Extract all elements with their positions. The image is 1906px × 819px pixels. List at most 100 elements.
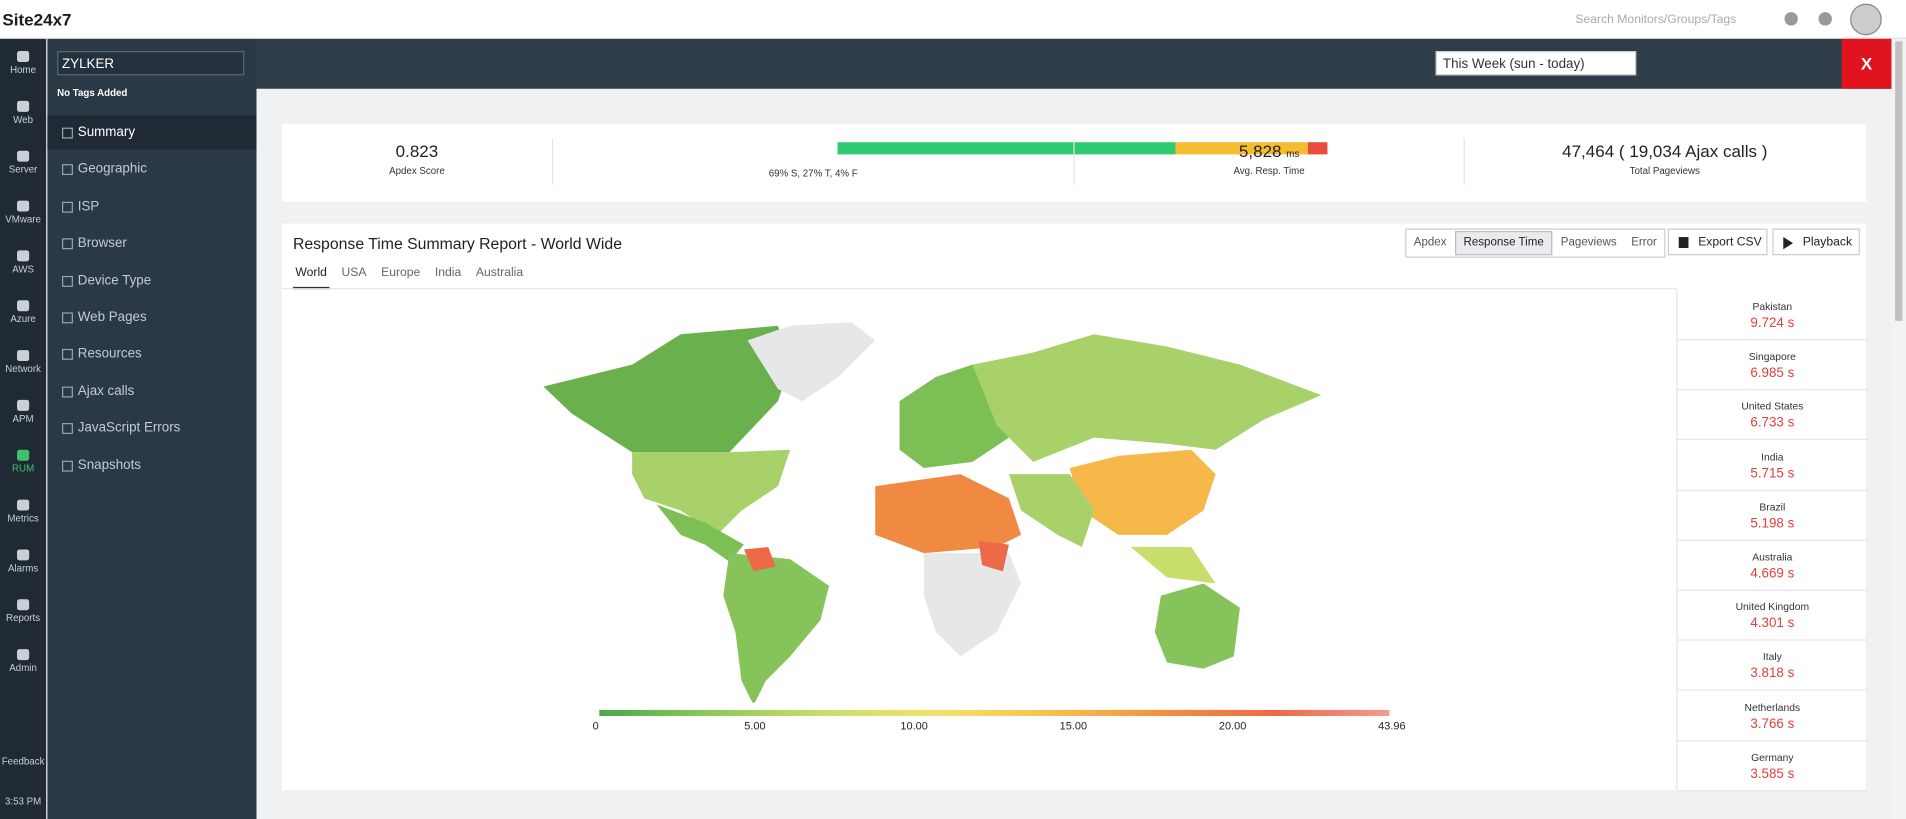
metric-tab[interactable]: Error — [1631, 235, 1657, 250]
region-tab[interactable]: India — [434, 266, 462, 280]
scroll-thumb[interactable] — [1895, 41, 1903, 321]
region-south-asia[interactable] — [1008, 474, 1095, 548]
country-name: Pakistan — [1752, 300, 1793, 313]
region-tab[interactable]: World — [292, 266, 330, 290]
region-greenland[interactable] — [747, 322, 876, 402]
region-south-africa[interactable] — [923, 553, 1022, 657]
sidebar-item[interactable]: Summary — [47, 115, 257, 150]
metric-tab[interactable]: Pageviews — [1560, 235, 1617, 250]
country-name: United States — [1741, 400, 1804, 413]
export-label: Export CSV — [1698, 235, 1762, 250]
nav-icon — [17, 399, 30, 411]
country-value: 3.818 s — [1750, 666, 1795, 682]
metric-tab[interactable]: Apdex — [1413, 235, 1447, 250]
avatar[interactable] — [1850, 3, 1882, 36]
nav-item[interactable]: Home — [0, 51, 46, 75]
metric-tab[interactable]: Response Time — [1454, 230, 1553, 256]
nav-item[interactable]: Network — [0, 350, 46, 374]
nav-item[interactable]: VMware — [0, 200, 46, 225]
nav-item[interactable]: APM — [0, 399, 46, 424]
play-icon — [1783, 237, 1794, 250]
nav-icon — [17, 449, 30, 461]
region-russia[interactable] — [972, 334, 1322, 462]
region-canada[interactable] — [543, 325, 791, 453]
region-tab[interactable]: USA — [341, 266, 367, 280]
nav-item[interactable]: AWS — [0, 250, 46, 275]
sidebar-item[interactable]: Browser — [47, 226, 256, 260]
scrollbar[interactable] — [1891, 38, 1906, 819]
toolbar: This Week (sun - today) X — [256, 38, 1892, 89]
country-row[interactable]: Germany 3.585 s — [1677, 740, 1868, 792]
sidebar-item[interactable]: Device Type — [47, 263, 256, 297]
sidebar-label: Resources — [77, 346, 142, 362]
sidebar-item[interactable]: Web Pages — [47, 300, 256, 334]
period-select[interactable]: This Week (sun - today) — [1435, 51, 1637, 76]
export-button[interactable]: Export CSV — [1667, 228, 1768, 256]
playback-button[interactable]: Playback — [1772, 228, 1860, 256]
breakdown-label: 69% S, 27% T, 4% F — [768, 167, 858, 179]
report-card: Response Time Summary Report - World Wid… — [282, 223, 1868, 792]
country-row[interactable]: Brazil 5.198 s — [1677, 490, 1868, 541]
nav-item[interactable]: RUM — [0, 449, 46, 474]
country-row[interactable]: India 5.715 s — [1677, 440, 1868, 491]
region-venezuela[interactable] — [743, 547, 776, 572]
region-australia[interactable] — [1154, 583, 1240, 669]
region-ethiopia[interactable] — [978, 540, 1009, 572]
divider — [282, 288, 1677, 290]
search-box[interactable]: Search Monitors/Groups/Tags — [1575, 13, 1737, 27]
sidebar-item[interactable]: Resources — [47, 337, 256, 371]
nav-item[interactable]: Web — [0, 100, 46, 125]
tags-label[interactable]: No Tags Added — [57, 87, 128, 99]
sidebar-item[interactable]: Snapshots — [47, 448, 256, 482]
region-tab[interactable]: Europe — [381, 266, 421, 280]
country-row[interactable]: Australia 4.669 s — [1677, 540, 1868, 591]
notification-icon[interactable] — [1784, 12, 1798, 26]
sidebar: ZYLKER No Tags Added Summary Geographic IS… — [47, 38, 257, 819]
close-button[interactable]: X — [1841, 38, 1892, 89]
nav-label: Admin — [9, 662, 37, 674]
separator — [551, 138, 554, 185]
region-mexico[interactable] — [656, 504, 744, 562]
nav-icon — [17, 150, 30, 162]
legend-tick-label: 43.96 — [1378, 719, 1406, 732]
nav-icon — [17, 300, 30, 312]
breakdown-segment — [1175, 142, 1308, 155]
region-southeast-asia[interactable] — [1130, 547, 1216, 584]
nav-item[interactable]: Alarms — [0, 549, 46, 574]
help-icon[interactable] — [1818, 12, 1832, 26]
country-row[interactable]: United States 6.733 s — [1677, 389, 1868, 441]
country-value: 4.669 s — [1750, 566, 1795, 582]
sidebar-item[interactable]: Ajax calls — [47, 374, 256, 408]
country-row[interactable]: Netherlands 3.766 s — [1677, 690, 1868, 742]
logo[interactable]: Site24x7 — [2, 9, 72, 30]
sidebar-item[interactable]: ISP — [47, 189, 256, 223]
nav-item[interactable]: Azure — [0, 300, 46, 325]
country-row[interactable]: Italy 3.818 s — [1677, 640, 1868, 691]
country-row[interactable]: Pakistan 9.724 s — [1677, 289, 1868, 341]
sidebar-label: ISP — [77, 199, 100, 214]
nav-item[interactable]: Server — [0, 150, 46, 175]
nav-item[interactable]: Admin — [0, 649, 46, 673]
nav-item[interactable]: Metrics — [0, 499, 46, 524]
nav-label: Metrics — [7, 512, 39, 524]
region-north-africa[interactable] — [875, 474, 1022, 554]
region-tab[interactable]: Australia — [475, 266, 524, 280]
legend-tick-label: 10.00 — [900, 719, 928, 732]
region-china[interactable] — [1069, 449, 1216, 535]
sidebar-icon — [61, 312, 73, 324]
sidebar-label: JavaScript Errors — [77, 420, 181, 436]
country-row[interactable]: United Kingdom 4.301 s — [1677, 590, 1868, 641]
country-value: 3.766 s — [1750, 716, 1795, 732]
feedback[interactable]: Feedback — [1, 756, 45, 768]
sidebar-label: Web Pages — [77, 309, 147, 325]
country-row[interactable]: Singapore 6.985 s — [1677, 339, 1868, 391]
country-name: Brazil — [1759, 500, 1786, 513]
sidebar-item[interactable]: Geographic — [47, 152, 256, 186]
region-south-america[interactable] — [723, 553, 830, 703]
sidebar-item[interactable]: JavaScript Errors — [47, 411, 256, 445]
region-europe[interactable] — [899, 364, 1009, 469]
region-usa[interactable] — [632, 449, 791, 535]
monitor-select[interactable]: ZYLKER — [57, 51, 245, 76]
nav-item[interactable]: Reports — [0, 599, 46, 624]
country-value: 3.585 s — [1750, 766, 1795, 782]
